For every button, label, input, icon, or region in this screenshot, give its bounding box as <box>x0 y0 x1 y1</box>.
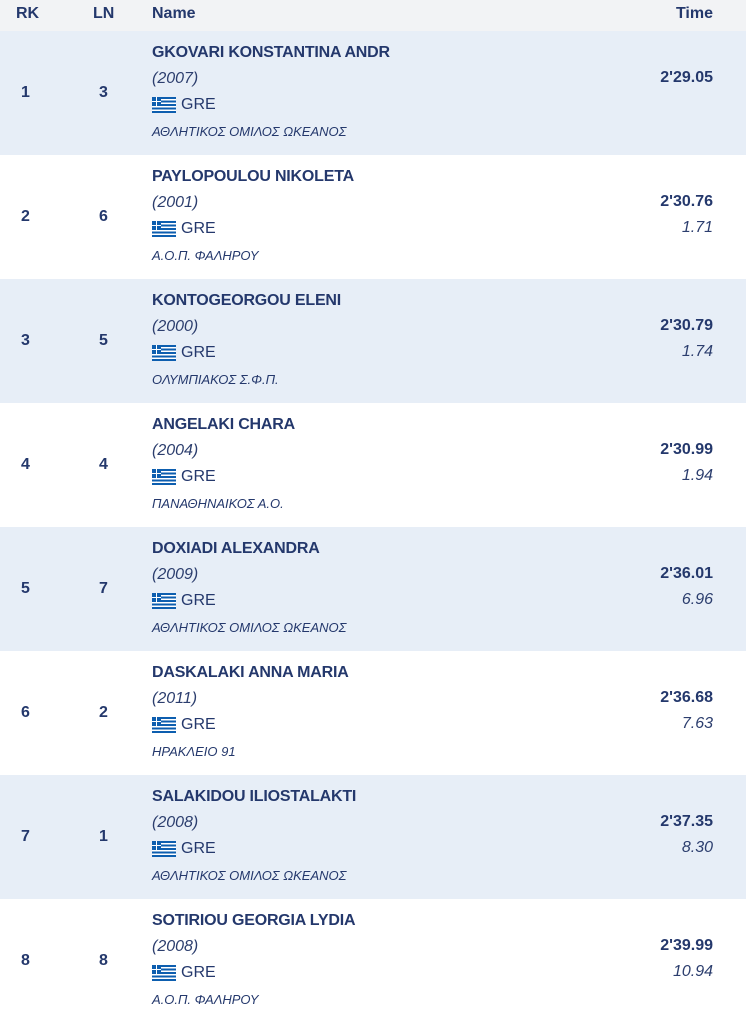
result-row[interactable]: 1 3 GKOVARI KONSTANTINA ANDR (2007) GRE … <box>0 31 746 155</box>
athlete-name[interactable]: DASKALAKI ANNA MARIA <box>152 664 349 681</box>
athlete-name[interactable]: KONTOGEORGOU ELENI <box>152 292 342 309</box>
lane-value: 7 <box>99 580 108 597</box>
lane-value: 2 <box>99 704 108 721</box>
lane-value: 5 <box>99 332 108 349</box>
country-cell: GRE <box>152 220 216 238</box>
rank-value: 3 <box>21 332 30 349</box>
finish-time: 2'37.35 <box>660 813 713 830</box>
club-name: Α.Ο.Π. ΦΑΛΗΡΟΥ <box>152 248 259 263</box>
club-name: Α.Ο.Π. ΦΑΛΗΡΟΥ <box>152 992 259 1007</box>
finish-time: 2'30.76 <box>660 193 713 210</box>
header-lane[interactable]: LN <box>93 5 115 22</box>
finish-time: 2'30.99 <box>660 441 713 458</box>
lane-value: 4 <box>99 456 108 473</box>
greece-flag-icon <box>152 841 176 857</box>
athlete-name[interactable]: DOXIADI ALEXANDRA <box>152 540 320 557</box>
club-name: ΗΡΑΚΛΕΙΟ 91 <box>152 744 236 759</box>
rank-value: 5 <box>21 580 30 597</box>
country-cell: GRE <box>152 344 216 362</box>
country-cell: GRE <box>152 468 216 486</box>
birth-year: (2004) <box>152 442 199 459</box>
country-code: GRE <box>181 964 216 981</box>
birth-year: (2001) <box>152 194 199 211</box>
birth-year: (2007) <box>152 70 199 87</box>
finish-time: 2'29.05 <box>660 69 713 86</box>
country-code: GRE <box>181 592 216 609</box>
country-cell: GRE <box>152 964 216 982</box>
result-row[interactable]: 7 1 SALAKIDOU ILIOSTALAKTI (2008) GRE ΑΘ… <box>0 775 746 899</box>
finish-time: 2'39.99 <box>660 937 713 954</box>
rank-value: 7 <box>21 828 30 845</box>
time-behind: 6.96 <box>681 591 713 608</box>
greece-flag-icon <box>152 593 176 609</box>
club-name: ΑΘΛΗΤΙΚΟΣ ΟΜΙΛΟΣ ΩΚΕΑΝΟΣ <box>152 124 347 139</box>
header-time[interactable]: Time <box>675 5 713 22</box>
result-row[interactable]: 2 6 PAYLOPOULOU NIKOLETA (2001) GRE Α.Ο.… <box>0 155 746 279</box>
greece-flag-icon <box>152 221 176 237</box>
rank-value: 6 <box>21 704 30 721</box>
country-code: GRE <box>181 220 216 237</box>
birth-year: (2011) <box>152 690 198 707</box>
country-cell: GRE <box>152 840 216 858</box>
club-name: ΠΑΝΑΘΗΝΑΙΚΟΣ Α.Ο. <box>152 496 284 511</box>
country-code: GRE <box>181 468 216 485</box>
finish-time: 2'30.79 <box>660 317 713 334</box>
greece-flag-icon <box>152 965 176 981</box>
athlete-name[interactable]: GKOVARI KONSTANTINA ANDR <box>152 44 390 61</box>
rank-value: 8 <box>21 952 30 969</box>
club-name: ΑΘΛΗΤΙΚΟΣ ΟΜΙΛΟΣ ΩΚΕΑΝΟΣ <box>152 868 347 883</box>
time-behind: 1.71 <box>681 219 713 236</box>
lane-value: 6 <box>99 208 108 225</box>
result-row[interactable]: 6 2 DASKALAKI ANNA MARIA (2011) GRE ΗΡΑΚ… <box>0 651 746 775</box>
finish-time: 2'36.01 <box>660 565 713 582</box>
country-cell: GRE <box>152 96 216 114</box>
club-name: ΟΛΥΜΠΙΑΚΟΣ Σ.Φ.Π. <box>152 372 279 387</box>
rank-value: 2 <box>21 208 30 225</box>
country-code: GRE <box>181 96 216 113</box>
time-behind: 7.63 <box>681 715 713 732</box>
time-behind: 10.94 <box>672 963 713 980</box>
country-code: GRE <box>181 716 216 733</box>
time-behind: 1.94 <box>681 467 713 484</box>
result-row[interactable]: 3 5 KONTOGEORGOU ELENI (2000) GRE ΟΛΥΜΠΙ… <box>0 279 746 403</box>
result-row[interactable]: 4 4 ANGELAKI CHARA (2004) GRE ΠΑΝΑΘΗΝΑΙΚ… <box>0 403 746 527</box>
athlete-name[interactable]: SALAKIDOU ILIOSTALAKTI <box>152 788 357 805</box>
country-cell: GRE <box>152 716 216 734</box>
country-code: GRE <box>181 840 216 857</box>
header-rank[interactable]: RK <box>16 5 40 22</box>
results-table-header: RK LN Name Time <box>0 0 746 31</box>
lane-value: 1 <box>99 828 108 845</box>
birth-year: (2000) <box>152 318 199 335</box>
birth-year: (2008) <box>152 938 199 955</box>
athlete-name[interactable]: ANGELAKI CHARA <box>152 416 295 433</box>
club-name: ΑΘΛΗΤΙΚΟΣ ΟΜΙΛΟΣ ΩΚΕΑΝΟΣ <box>152 620 347 635</box>
greece-flag-icon <box>152 345 176 361</box>
athlete-name[interactable]: PAYLOPOULOU NIKOLETA <box>152 168 354 185</box>
header-name[interactable]: Name <box>152 5 196 22</box>
result-row[interactable]: 5 7 DOXIADI ALEXANDRA (2009) GRE ΑΘΛΗΤΙΚ… <box>0 527 746 651</box>
result-row[interactable]: 8 8 SOTIRIOU GEORGIA LYDIA (2008) GRE Α.… <box>0 899 746 1023</box>
athlete-name[interactable]: SOTIRIOU GEORGIA LYDIA <box>152 912 356 929</box>
results-list: 1 3 GKOVARI KONSTANTINA ANDR (2007) GRE … <box>0 31 746 1023</box>
lane-value: 8 <box>99 952 108 969</box>
birth-year: (2009) <box>152 566 199 583</box>
country-cell: GRE <box>152 592 216 610</box>
greece-flag-icon <box>152 717 176 733</box>
birth-year: (2008) <box>152 814 199 831</box>
lane-value: 3 <box>99 84 108 101</box>
time-behind: 8.30 <box>681 839 713 856</box>
finish-time: 2'36.68 <box>660 689 713 706</box>
rank-value: 1 <box>21 84 30 101</box>
greece-flag-icon <box>152 97 176 113</box>
time-behind: 1.74 <box>681 343 713 360</box>
rank-value: 4 <box>21 456 30 473</box>
greece-flag-icon <box>152 469 176 485</box>
country-code: GRE <box>181 344 216 361</box>
